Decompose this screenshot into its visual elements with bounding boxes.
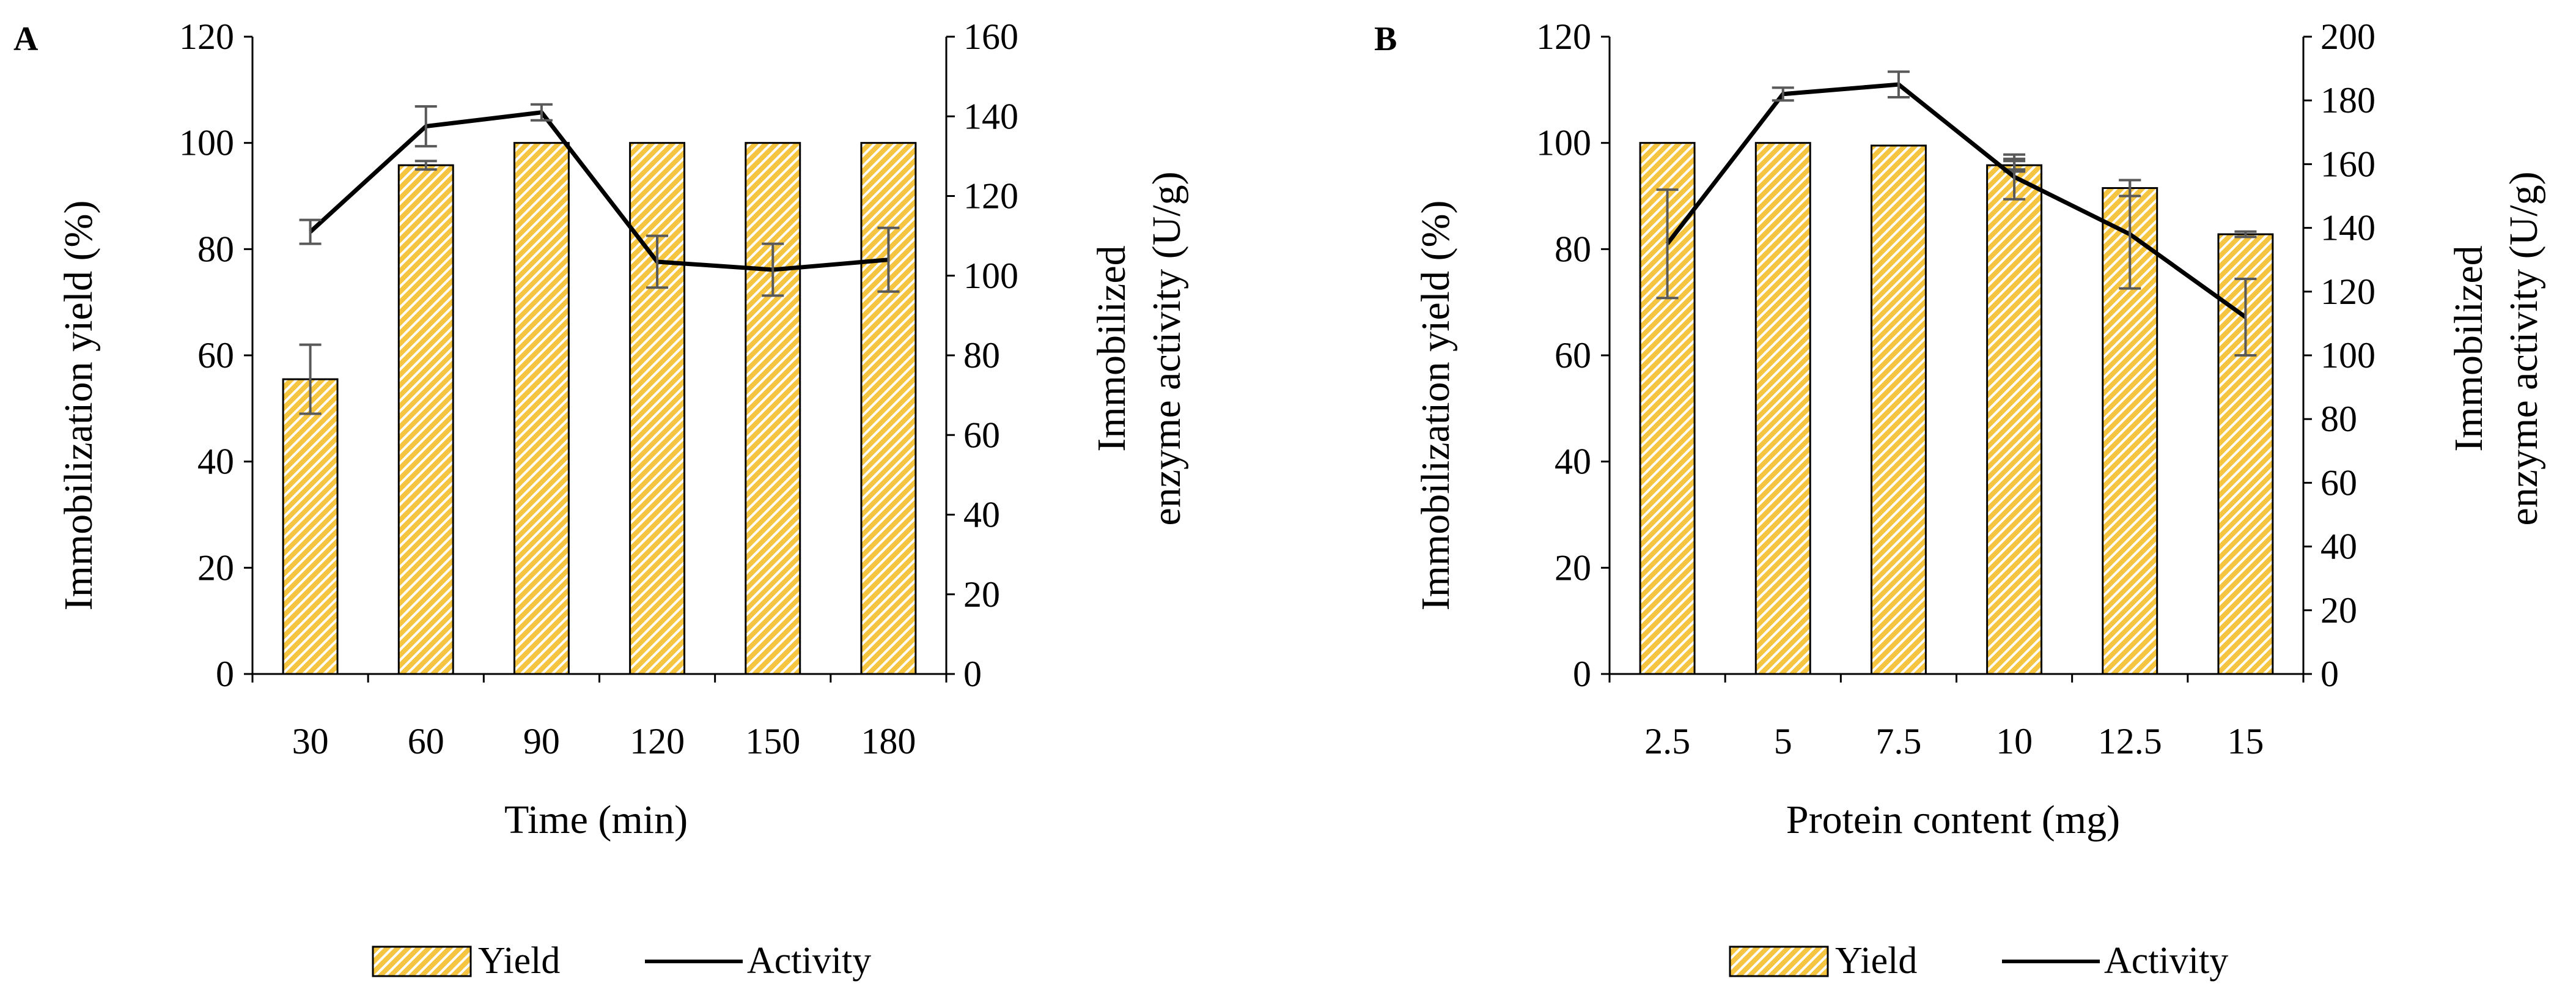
left-tick-label: 60: [1555, 335, 1591, 376]
left-tick-label: 80: [1555, 229, 1591, 269]
panel-b-plot: 0 20 40 60 80 100 120 0 20 40 60 80 100 120 140 160 180 2…: [1536, 17, 2375, 761]
panel-b: B Immobilization yield (%) Immobilized e…: [1374, 17, 2546, 842]
x-tick-label: 2.5: [1644, 721, 1690, 761]
activity-line: [1665, 82, 2247, 319]
left-tick-label: 120: [1536, 17, 1591, 57]
legend-yield-label: Yield: [1835, 940, 1917, 982]
x-tick-label: 30: [292, 721, 329, 761]
right-tick-label: 100: [2320, 335, 2375, 376]
left-tick-label: 0: [216, 654, 234, 694]
right-tick-label: 100: [963, 256, 1018, 296]
right-tick-label: 180: [2320, 80, 2375, 120]
x-tick-label: 60: [408, 721, 444, 761]
right-tick-label: 140: [2320, 208, 2375, 248]
panel-b-legend: Yield Activity: [1729, 940, 2228, 982]
yield-bar: [860, 142, 917, 675]
panel-b-left-axis-title: Immobilization yield (%): [1413, 201, 1458, 611]
x-tick-label: 10: [1996, 721, 2033, 761]
panel-a-legend: Yield Activity: [372, 940, 871, 982]
yield-bar: [1986, 164, 2043, 675]
yield-bar: [1870, 144, 1927, 675]
yield-bar: [1754, 142, 1811, 675]
x-tick-label: 180: [861, 721, 916, 761]
yield-bar: [745, 142, 801, 675]
right-tick-label: 120: [2320, 272, 2375, 312]
x-tick-label: 150: [745, 721, 800, 761]
panel-a-x-axis-title: Time (min): [504, 798, 688, 842]
right-tick-label: 20: [963, 574, 1000, 615]
left-tick-label: 20: [197, 547, 234, 588]
yield-bar: [513, 142, 570, 675]
panel-a-right-axis-title-line1: Immobilized: [1089, 245, 1134, 451]
panel-a-plot: 0 20 40 60 80 100 120 0 20 40 60 80 100 120 140 160 30 60…: [179, 17, 1018, 761]
left-tick-label: 120: [179, 17, 234, 57]
left-tick-label: 80: [197, 229, 234, 269]
x-tick-label: 15: [2227, 721, 2264, 761]
x-tick-label: 5: [1774, 721, 1792, 761]
left-tick-label: 40: [1555, 442, 1591, 482]
right-tick-label: 200: [2320, 17, 2375, 57]
panel-a-label: A: [13, 20, 39, 58]
panel-b-right-axis-title-line2: enzyme activity (U/g): [2501, 171, 2546, 525]
right-tick-label: 40: [2320, 527, 2357, 567]
left-tick-label: 100: [1536, 123, 1591, 163]
right-tick-label: 0: [2320, 654, 2339, 694]
left-tick-label: 60: [197, 335, 234, 376]
right-tick-label: 160: [2320, 144, 2375, 184]
left-tick-label: 0: [1573, 654, 1591, 694]
x-tick-label: 7.5: [1875, 721, 1921, 761]
right-tick-label: 60: [2320, 462, 2357, 503]
right-tick-label: 120: [963, 176, 1018, 217]
left-tick-label: 100: [179, 123, 234, 163]
right-tick-label: 40: [963, 495, 1000, 535]
right-tick-label: 0: [963, 654, 982, 694]
right-tick-label: 140: [963, 96, 1018, 136]
x-tick-label: 12.5: [2098, 721, 2162, 761]
panel-a-right-axis-title-line2: enzyme activity (U/g): [1144, 171, 1189, 525]
panel-b-right-axis-title-line1: Immobilized: [2446, 245, 2491, 451]
panel-b-x-axis-title: Protein content (mg): [1786, 798, 2120, 842]
legend-yield-label: Yield: [478, 940, 560, 982]
legend-yield-swatch: [372, 946, 472, 977]
panel-a-left-axis-title: Immobilization yield (%): [56, 201, 101, 611]
right-tick-label: 20: [2320, 590, 2357, 631]
legend-activity-label: Activity: [2104, 940, 2228, 982]
right-tick-label: 80: [2320, 399, 2357, 439]
x-tick-label: 90: [523, 721, 560, 761]
yield-bar: [397, 164, 454, 675]
panel-b-label: B: [1374, 20, 1397, 58]
yield-bar: [629, 142, 686, 675]
legend-yield-swatch: [1729, 946, 1829, 977]
right-tick-label: 60: [963, 415, 1000, 455]
x-tick-label: 120: [630, 721, 685, 761]
yield-bar: [282, 378, 339, 675]
activity-line: [309, 110, 889, 272]
right-tick-label: 80: [963, 335, 1000, 376]
panel-a: A Immobilization yield (%) Immobilized e…: [13, 17, 1189, 842]
left-tick-label: 20: [1555, 547, 1591, 588]
legend-activity-label: Activity: [747, 940, 871, 982]
left-tick-label: 40: [197, 442, 234, 482]
right-tick-label: 160: [963, 17, 1018, 57]
